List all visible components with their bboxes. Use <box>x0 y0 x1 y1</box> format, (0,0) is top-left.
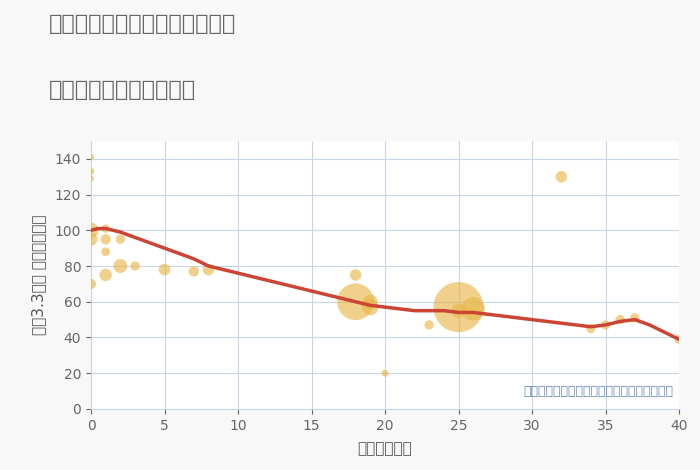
Point <box>100 271 111 279</box>
Point <box>379 369 391 377</box>
Point <box>600 321 611 329</box>
Point <box>85 168 97 175</box>
Point <box>673 336 685 343</box>
Point <box>115 262 126 270</box>
Point <box>203 266 214 274</box>
Point <box>130 262 141 270</box>
Point <box>85 227 97 234</box>
Point <box>100 235 111 243</box>
Y-axis label: 坪（3.3㎡） 単価（万円）: 坪（3.3㎡） 単価（万円） <box>32 215 47 335</box>
Point <box>468 305 479 313</box>
Point <box>365 298 376 306</box>
Point <box>159 266 170 274</box>
X-axis label: 築年数（年）: 築年数（年） <box>358 441 412 456</box>
Point <box>100 248 111 256</box>
Point <box>115 235 126 243</box>
Point <box>188 267 199 275</box>
Text: 築年数別中古戸建て価格: 築年数別中古戸建て価格 <box>49 80 196 100</box>
Point <box>629 314 641 321</box>
Point <box>85 280 97 288</box>
Point <box>453 307 464 314</box>
Point <box>453 303 464 311</box>
Point <box>556 173 567 180</box>
Point <box>85 175 97 182</box>
Point <box>585 325 596 332</box>
Point <box>100 225 111 232</box>
Point <box>350 298 361 306</box>
Point <box>365 303 376 311</box>
Point <box>350 271 361 279</box>
Text: 愛知県名古屋市中川区押元町の: 愛知県名古屋市中川区押元町の <box>49 14 237 34</box>
Point <box>615 316 626 323</box>
Text: 円の大きさは、取引のあった物件面積を示す: 円の大きさは、取引のあった物件面積を示す <box>523 385 673 398</box>
Point <box>85 235 97 243</box>
Point <box>424 321 435 329</box>
Point <box>85 153 97 161</box>
